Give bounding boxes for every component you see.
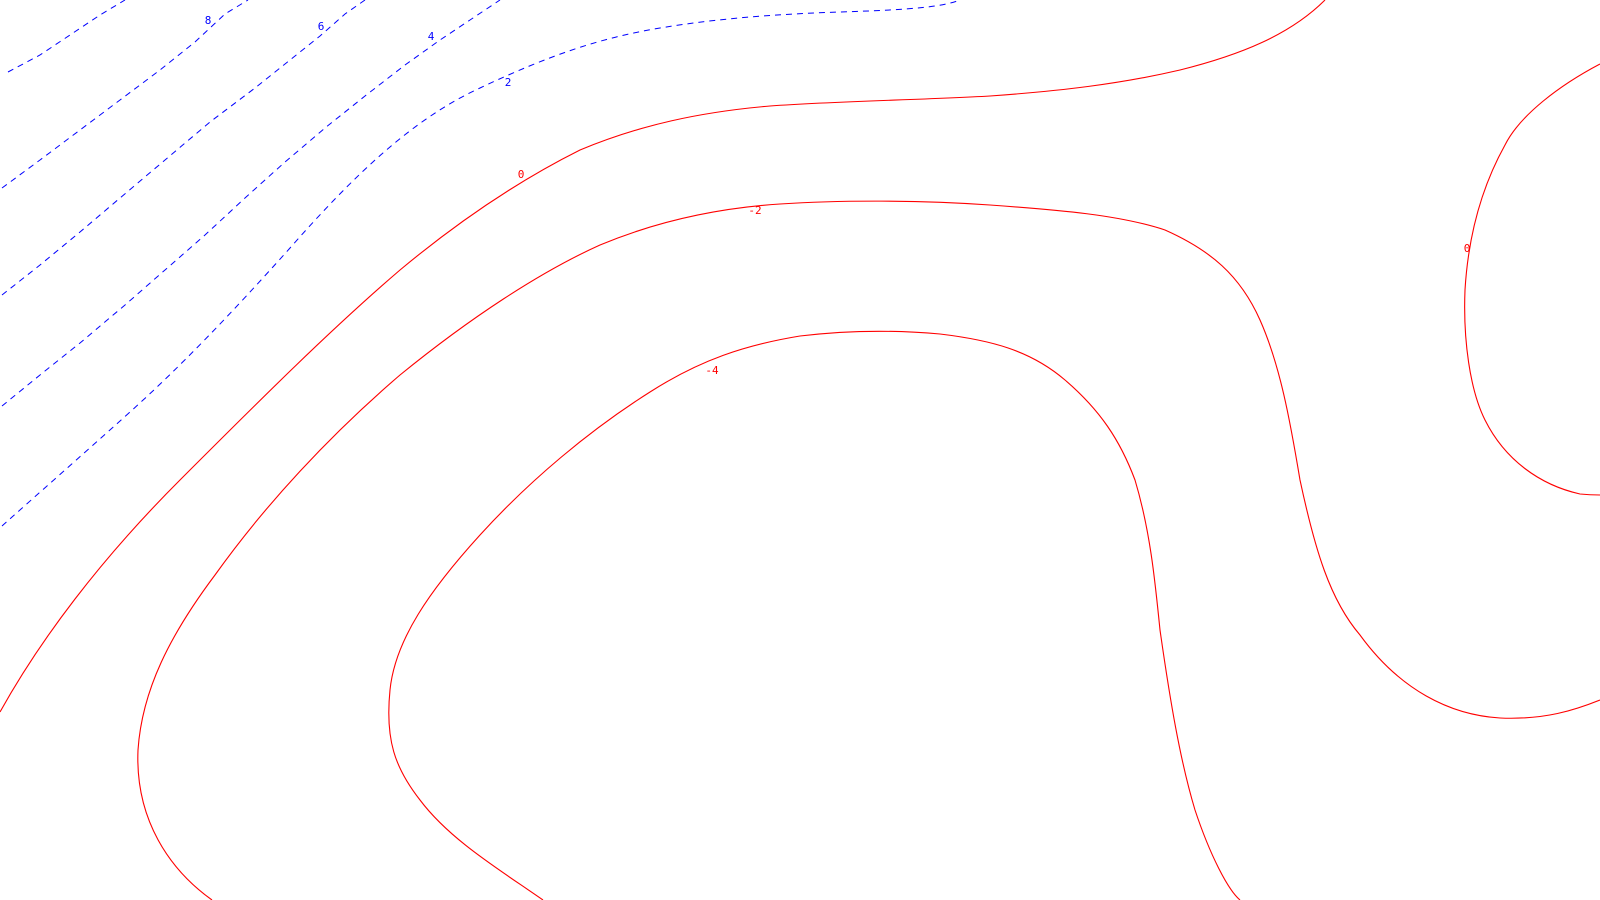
- contour-label-0-right: 0: [1464, 242, 1471, 255]
- contour-label-0: 0: [518, 168, 525, 181]
- contour-label-plus-4: 4: [428, 30, 435, 43]
- contour-label-minus-2: -2: [748, 204, 761, 217]
- contour-line-plus-4: [1, 0, 501, 407]
- contour-line-minus-2: [137, 200, 1600, 900]
- contour-line-plus-10: [7, 0, 126, 73]
- contour-line-plus-2: [1, 0, 961, 527]
- contour-line-plus-6: [1, 0, 366, 296]
- contour-label-plus-8: 8: [205, 14, 212, 27]
- contour-label-plus-6: 6: [318, 20, 325, 33]
- contour-label-plus-2: 2: [505, 76, 512, 89]
- contour-label-minus-4: -4: [705, 364, 719, 377]
- contour-line-0: [0, 0, 1326, 713]
- contour-line-minus-4: [388, 330, 1241, 900]
- contour-line-plus-8: [1, 0, 249, 189]
- contour-line-0-right: [1464, 63, 1600, 496]
